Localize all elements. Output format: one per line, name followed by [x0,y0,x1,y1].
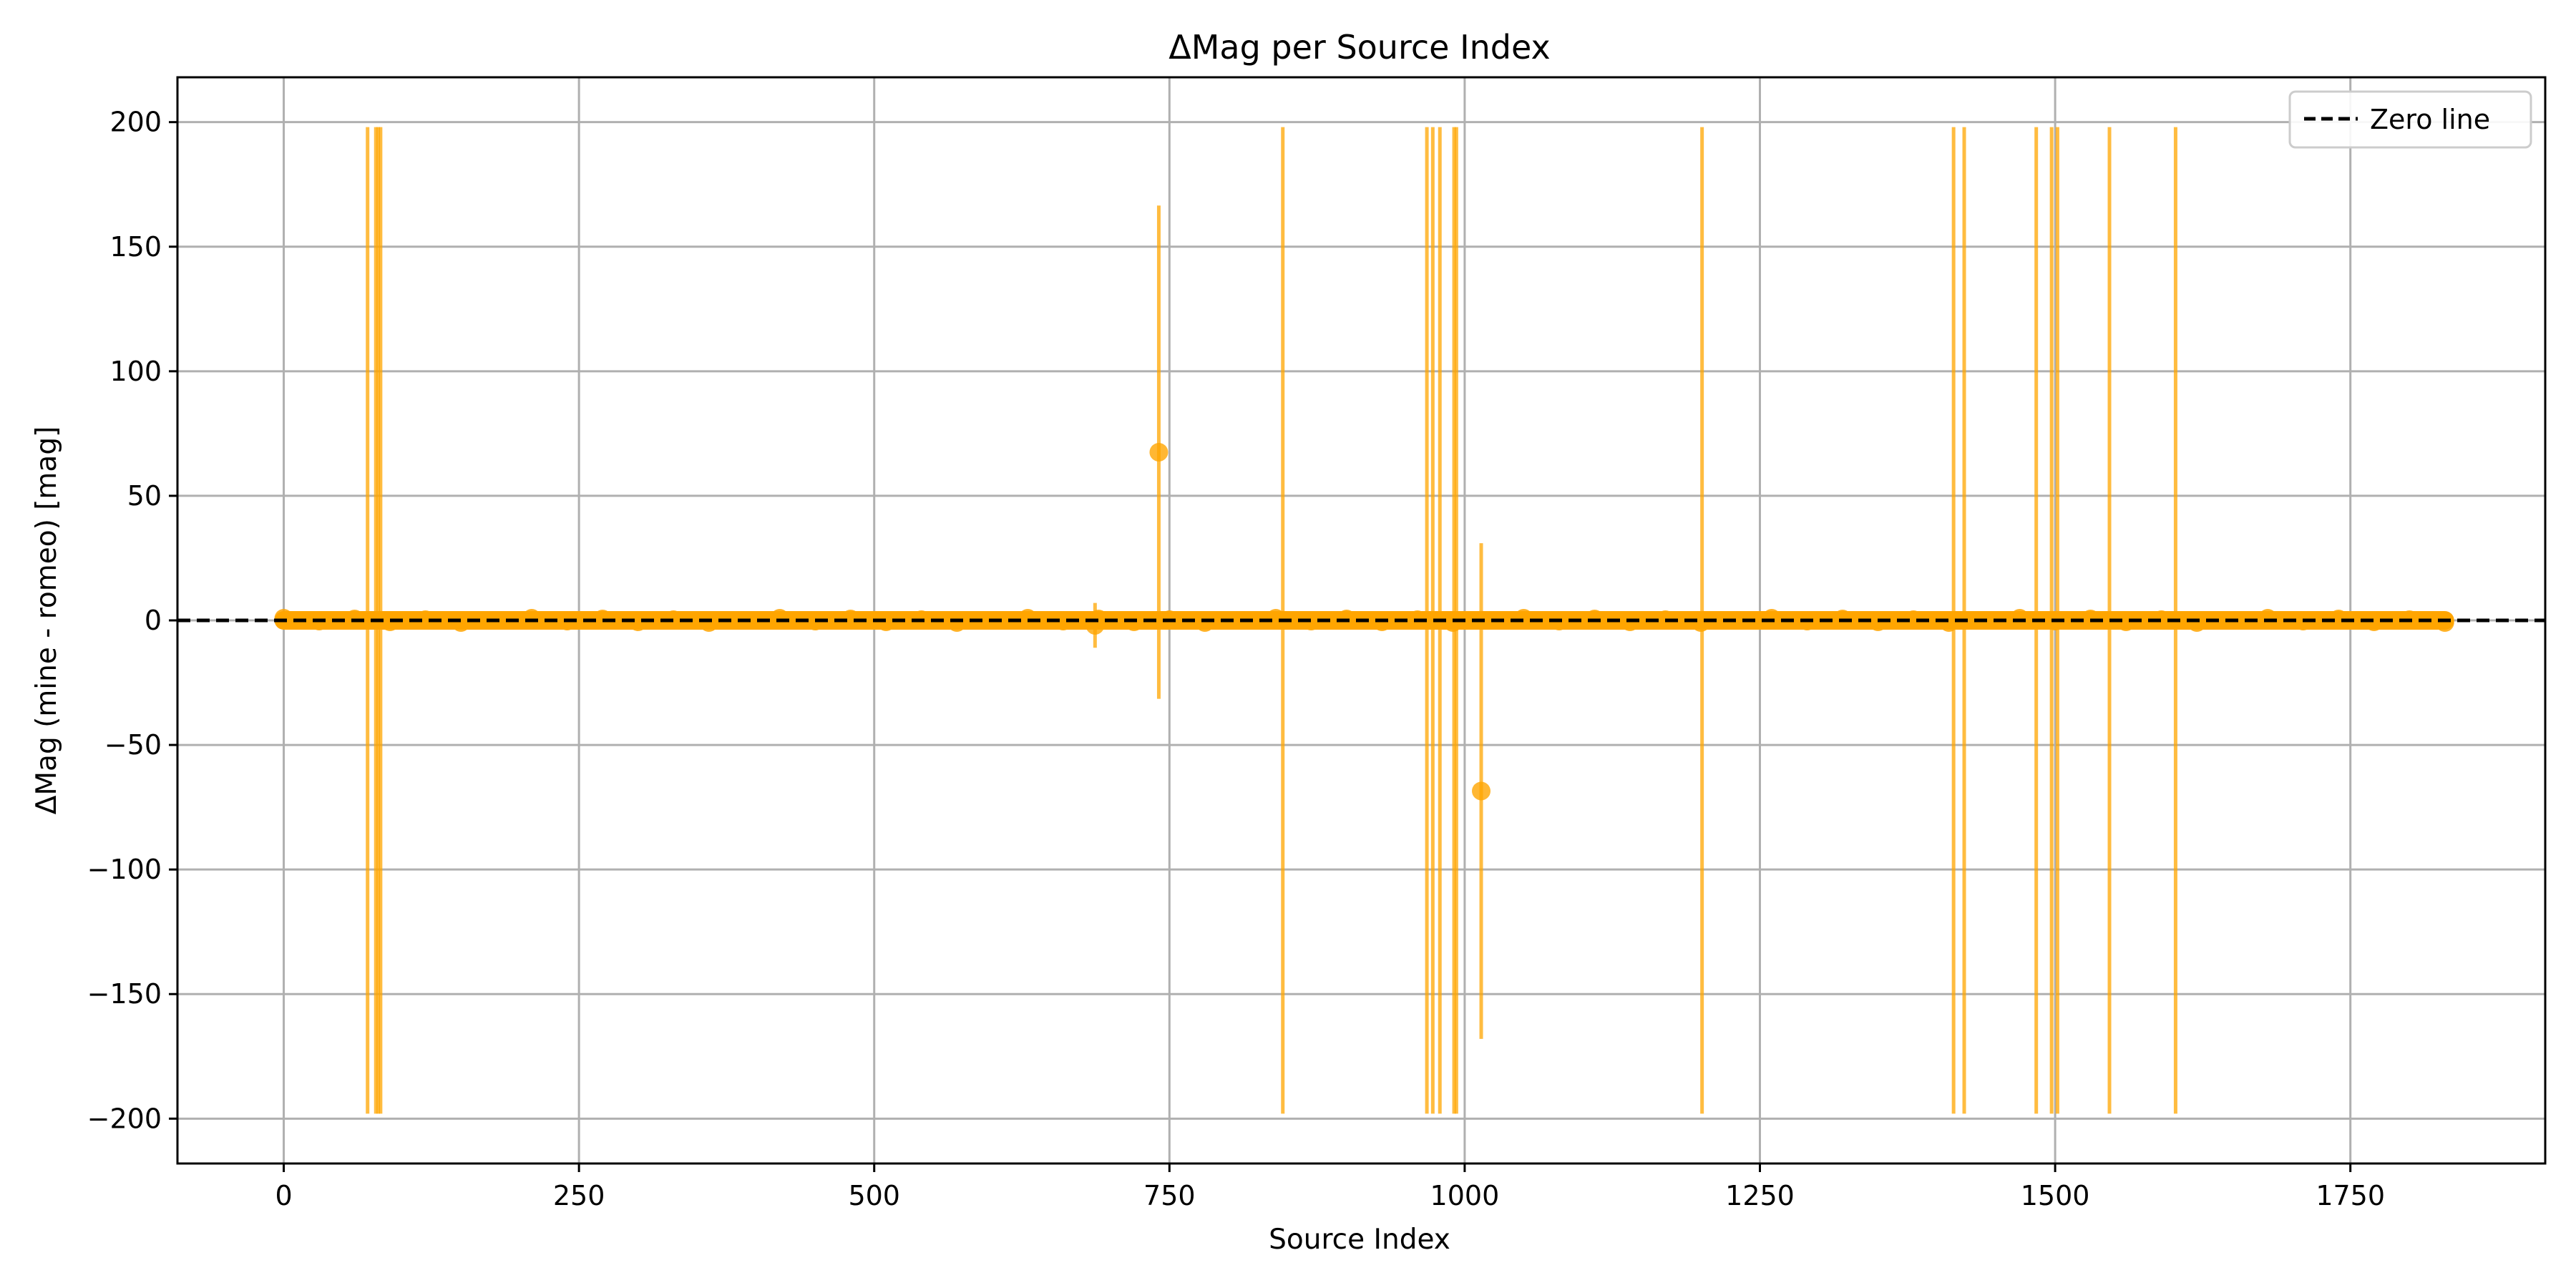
data-point [1149,442,1169,462]
data-point [2187,613,2207,632]
data-point [2258,609,2278,628]
tick-layer: 0 250 500 750 1000 1250 1500 1750200150100500−5… [87,107,2385,1211]
data-point [1762,609,1782,628]
y-tick-label: 200 [109,107,162,138]
data-point [1302,612,1321,630]
data-point [2364,613,2384,631]
y-tick-label: −150 [87,978,162,1010]
x-tick-label: 750 [1143,1180,1196,1211]
x-tick-label: 0 [275,1180,292,1211]
data-point [1692,611,1712,630]
data-point [1195,613,1214,632]
y-tick-label: −100 [87,854,162,885]
x-tick-label: 250 [553,1180,605,1211]
legend: Zero line [2288,90,2532,149]
y-axis-label: ΔMag (mine - romeo) [mag] [31,426,63,815]
data-point [1727,611,1746,630]
data-point [2152,610,2171,629]
x-tick-label: 1750 [2316,1180,2385,1211]
chart-title: ΔMag per Source Index [1169,28,1550,67]
data-point [1904,610,1923,629]
data-point [2117,613,2136,631]
data-point [770,609,789,628]
data-point [664,610,683,629]
data-point [522,609,542,628]
data-point [947,613,967,632]
data-point [452,613,471,632]
data-point [628,613,648,631]
data-point [2010,609,2029,628]
data-point [841,610,860,628]
y-tick-label: 150 [109,231,162,263]
data-point [1018,609,1038,628]
x-tick-label: 1500 [2021,1180,2090,1211]
data-point [1514,609,1533,628]
y-tick-label: 100 [109,356,162,387]
data-point [699,613,718,632]
y-tick-label: 0 [145,605,162,636]
data-point [877,613,896,631]
y-tick-label: −50 [104,729,162,761]
y-tick-label: 50 [127,480,162,512]
data-point [416,610,435,629]
data-point [1053,612,1073,630]
legend-zero-line-label: Zero line [2370,104,2490,135]
x-tick-label: 1000 [1430,1180,1500,1211]
data-point [1478,611,1498,630]
legend-box [2288,90,2532,149]
data-point [1472,781,1491,801]
data-point [2435,613,2454,632]
x-tick-label: 1250 [1725,1180,1795,1211]
y-tick-label: −200 [87,1103,162,1134]
data-point [2329,610,2348,628]
data-point [274,609,293,628]
x-tick-label: 500 [848,1180,900,1211]
x-axis-label: Source Index [1269,1224,1450,1256]
